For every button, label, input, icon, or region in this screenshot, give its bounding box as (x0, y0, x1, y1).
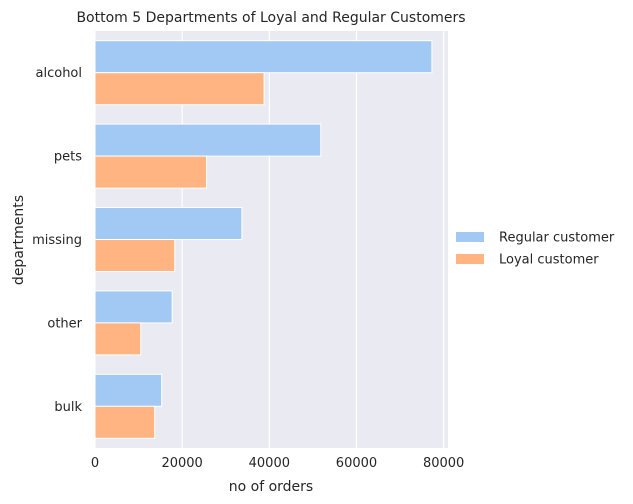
y-tick-label: missing (32, 233, 82, 248)
bar-loyal-customer-missing (94, 239, 176, 272)
x-tick-label: 0 (91, 456, 99, 471)
bar-regular-customer-alcohol (94, 40, 433, 74)
bar-loyal-customer-pets (94, 155, 208, 189)
bar-regular-customer-other (94, 290, 173, 324)
legend-swatch (456, 254, 484, 264)
legend-label: Loyal customer (499, 253, 599, 268)
y-axis-label: departments (11, 195, 27, 285)
legend: Regular customer Loyal customer (456, 231, 615, 268)
x-tick-label: 40000 (249, 456, 290, 471)
y-tick-labels: alcohol pets missing other bulk (32, 66, 83, 415)
x-tick-label: 80000 (423, 456, 464, 471)
y-tick-label: alcohol (36, 66, 82, 81)
x-tick-label: 20000 (161, 456, 202, 471)
chart-title: Bottom 5 Departments of Loyal and Regula… (76, 10, 465, 26)
y-tick-label: other (47, 316, 82, 331)
bar-regular-customer-bulk (94, 373, 163, 407)
bar-regular-customer-pets (94, 123, 322, 157)
bars (94, 40, 433, 439)
y-tick-label: pets (54, 150, 82, 165)
x-tick-labels: 0 20000 40000 60000 80000 (91, 456, 464, 471)
bar-loyal-customer-alcohol (94, 72, 265, 106)
legend-swatch (456, 232, 484, 242)
bar-loyal-customer-other (94, 322, 142, 356)
x-axis-label: no of orders (229, 479, 313, 495)
legend-label: Regular customer (499, 231, 615, 246)
y-tick-label: bulk (54, 400, 82, 415)
x-tick-label: 60000 (336, 456, 377, 471)
bar-regular-customer-missing (94, 207, 243, 240)
bar-loyal-customer-bulk (94, 405, 156, 439)
